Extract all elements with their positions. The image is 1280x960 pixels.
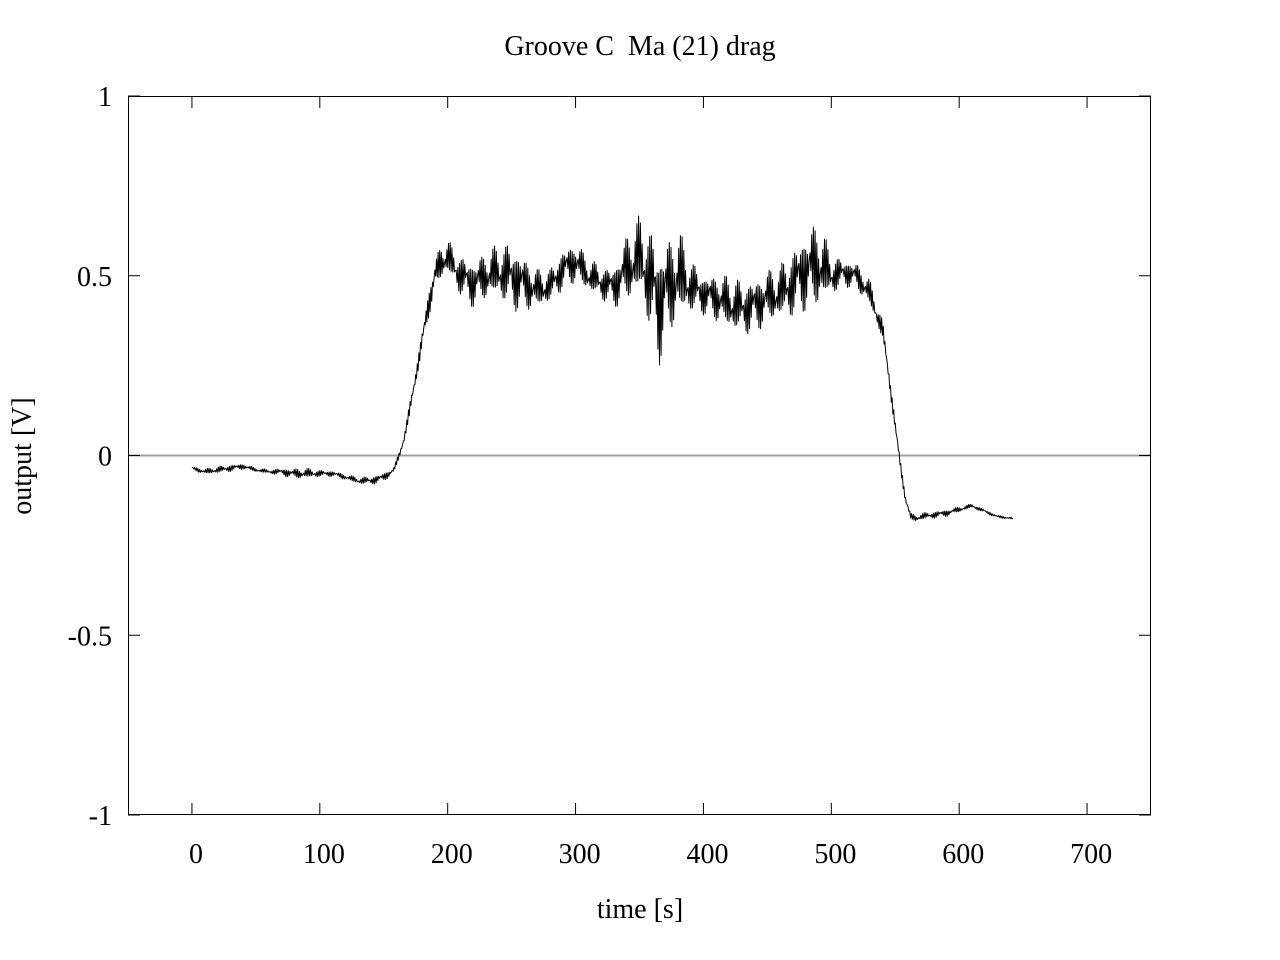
- y-tick-label: -0.5: [68, 621, 112, 652]
- chart-title: Groove C Ma (21) drag: [504, 31, 775, 62]
- y-tick-label: 1: [98, 82, 112, 113]
- plot-frame: [128, 96, 1151, 815]
- x-tick-label: 0: [189, 839, 203, 870]
- x-tick-label: 300: [559, 839, 601, 870]
- y-tick-label: -1: [89, 801, 112, 832]
- x-tick-label: 200: [431, 839, 473, 870]
- x-tick-label: 100: [303, 839, 345, 870]
- ticks-layer: 0 100 200 300 400 500 600 700 -1 -0.5 0 0.5 1: [68, 82, 1151, 870]
- x-tick-label: 600: [942, 839, 984, 870]
- y-tick-label: 0: [98, 442, 112, 473]
- x-tick-label: 500: [814, 839, 856, 870]
- x-tick-label: 700: [1070, 839, 1112, 870]
- series-layer: [191, 215, 1014, 522]
- x-tick-label: 400: [686, 839, 728, 870]
- y-axis-title: output [V]: [7, 397, 38, 514]
- series-line: [191, 215, 1014, 522]
- y-tick-label: 0.5: [77, 262, 112, 293]
- x-axis-title: time [s]: [597, 894, 683, 925]
